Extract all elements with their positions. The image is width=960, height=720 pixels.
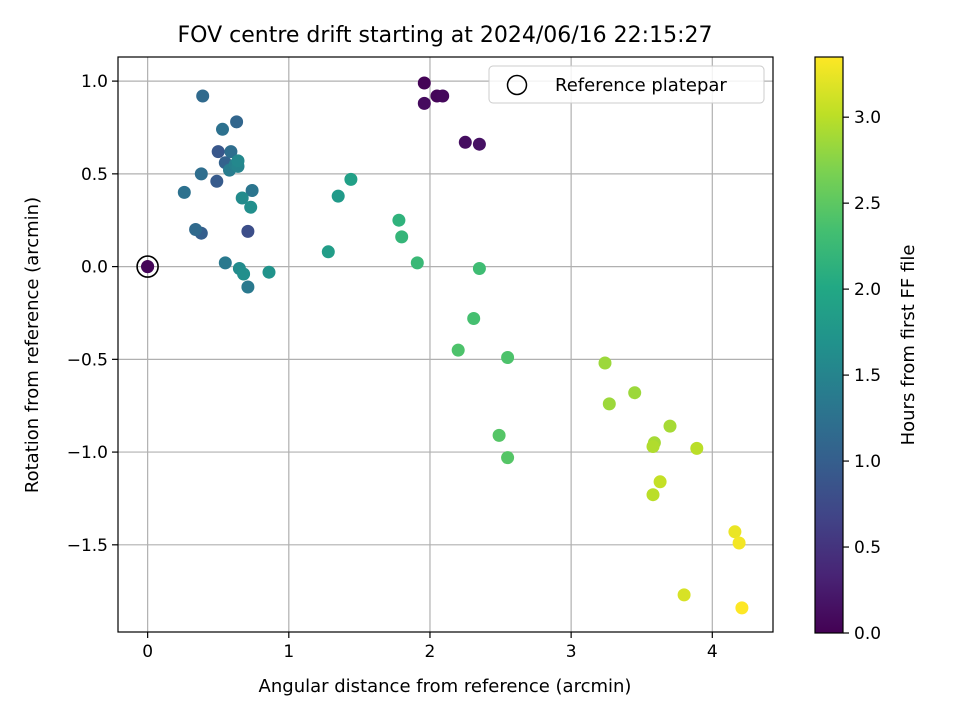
data-point <box>344 172 358 186</box>
data-point <box>602 397 616 411</box>
y-tick-label: 0.5 <box>81 165 108 185</box>
data-point <box>472 262 486 275</box>
data-point <box>628 386 642 400</box>
data-point <box>331 189 345 203</box>
y-axis-ticks: 1.0 0.5 0.0 −0.5 −1.0 −1.5 <box>67 72 118 556</box>
colorbar-label: Hours from first FF file <box>898 245 919 446</box>
data-point <box>245 184 259 197</box>
data-point <box>189 223 203 236</box>
data-point <box>653 475 667 489</box>
colorbar-tick-label: 2.0 <box>854 280 881 300</box>
legend-entry-reference: Reference platepar <box>555 75 727 96</box>
reference-point-ring <box>136 255 159 278</box>
data-point <box>194 167 208 181</box>
x-tick-label: 3 <box>566 642 577 662</box>
colorbar-tick-label: 1.0 <box>854 452 881 472</box>
colorbar-tick-label: 0.0 <box>854 624 881 644</box>
x-axis-label: Angular distance from reference (arcmin) <box>259 676 632 697</box>
legend-box <box>488 65 765 104</box>
data-point <box>728 525 742 539</box>
colorbar-tick-label: 2.5 <box>854 194 881 214</box>
x-tick-label: 0 <box>142 642 153 662</box>
colorbar-frame <box>814 56 844 634</box>
chart-title: FOV centre drift starting at 2024/06/16 … <box>178 23 713 48</box>
plot-frame <box>117 56 774 633</box>
data-point <box>690 441 704 455</box>
colorbar-tick-label: 1.5 <box>854 366 881 386</box>
reference-marker <box>136 255 159 278</box>
colorbar-ticks: 0.0 0.5 1.0 1.5 2.0 2.5 3.0 <box>843 108 881 644</box>
data-point <box>392 213 406 227</box>
data-point <box>735 601 749 615</box>
data-point <box>210 174 224 188</box>
reference-point-fill <box>141 260 155 274</box>
y-tick-label: −1.0 <box>67 443 108 463</box>
colorbar <box>815 57 843 633</box>
data-point <box>732 536 746 550</box>
y-tick-label: 0.0 <box>81 258 108 278</box>
data-point <box>472 137 486 151</box>
data-point <box>492 428 506 442</box>
data-point <box>417 76 431 90</box>
data-point <box>417 96 431 110</box>
data-point <box>196 89 210 103</box>
data-point <box>646 440 660 453</box>
y-tick-label: −0.5 <box>67 350 108 370</box>
data-point <box>467 312 481 325</box>
colorbar-tick-label: 0.5 <box>854 538 881 558</box>
colorbar-tick-label: 3.0 <box>854 108 881 128</box>
data-point <box>646 488 660 502</box>
data-point <box>231 154 245 168</box>
x-tick-label: 2 <box>425 642 436 662</box>
data-point <box>458 135 472 149</box>
data-point <box>241 224 255 238</box>
data-point <box>501 351 515 364</box>
data-point <box>218 256 232 270</box>
data-point <box>262 265 276 279</box>
data-point <box>501 451 515 465</box>
x-axis-ticks: 0 1 2 3 4 <box>142 632 718 662</box>
data-point <box>211 145 225 159</box>
data-point <box>244 200 258 214</box>
y-tick-label: 1.0 <box>81 72 108 92</box>
legend-marker-reference <box>506 74 528 96</box>
data-point <box>677 588 691 602</box>
data-point <box>321 245 335 259</box>
legend: Reference platepar <box>488 65 765 104</box>
data-point <box>663 419 677 433</box>
data-point <box>410 256 424 270</box>
data-point <box>436 89 450 103</box>
data-point <box>177 185 191 199</box>
y-axis-label: Rotation from reference (arcmin) <box>22 197 43 493</box>
data-point <box>230 115 244 129</box>
data-point <box>237 267 251 281</box>
data-point <box>216 122 229 136</box>
data-point <box>241 280 255 294</box>
y-tick-label: −1.5 <box>67 536 108 556</box>
x-tick-label: 4 <box>707 642 718 662</box>
data-point <box>598 356 612 370</box>
data-point <box>235 191 249 205</box>
x-tick-label: 1 <box>283 642 294 662</box>
data-point <box>224 145 238 159</box>
data-point <box>451 343 465 357</box>
data-points <box>141 76 749 615</box>
data-point <box>395 230 409 244</box>
